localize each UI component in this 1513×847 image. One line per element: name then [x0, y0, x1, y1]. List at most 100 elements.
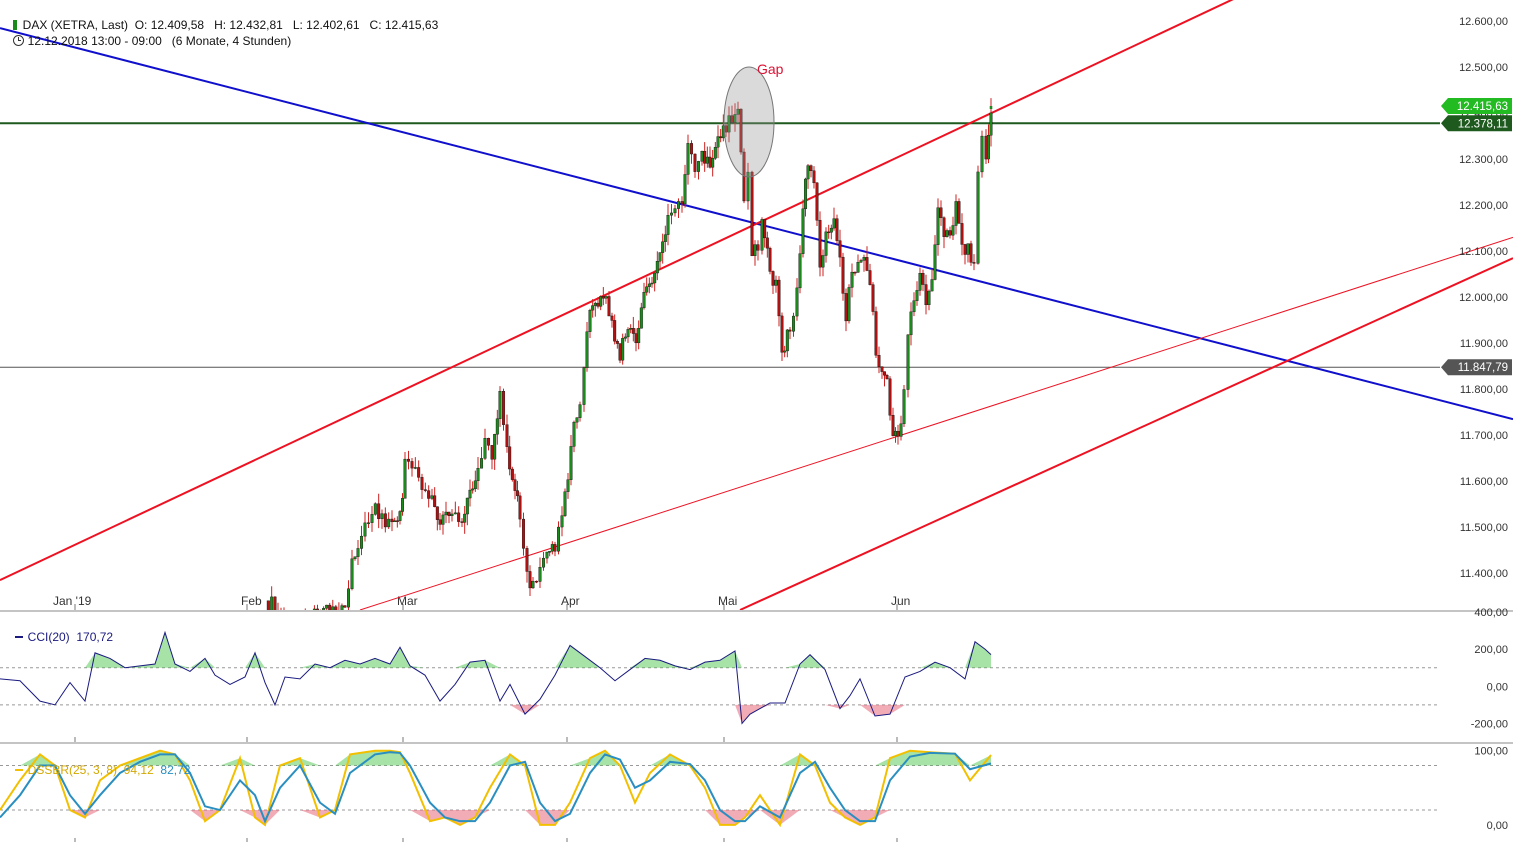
dss-tick-label: 0,00: [1487, 820, 1508, 832]
candle-body: [736, 108, 740, 115]
candle-body: [650, 282, 654, 285]
cci-tick-label: 400,00: [1474, 607, 1508, 619]
candle-body: [655, 261, 659, 274]
candle-body: [407, 458, 411, 462]
candle-body: [924, 284, 928, 306]
candle-body: [363, 522, 367, 537]
candle-body: [724, 125, 728, 133]
candle-body: [809, 165, 813, 171]
candle-body: [316, 608, 320, 610]
candle-body: [891, 415, 895, 436]
candle-body: [677, 201, 681, 209]
candle-body: [463, 513, 467, 523]
candle-body: [557, 526, 561, 552]
candle-body: [629, 328, 633, 330]
candle-body: [880, 366, 884, 372]
candle-body: [780, 315, 784, 353]
candle-body: [370, 514, 374, 523]
candle-body: [927, 290, 931, 306]
candle-body: [295, 624, 298, 632]
candle-body: [746, 171, 750, 202]
candle-body: [713, 147, 717, 159]
candle-body: [607, 296, 611, 317]
candle-body: [912, 300, 916, 313]
period-label: 12.12.2018 13:00 - 09:00 (6 Monate, 4 St…: [27, 34, 292, 48]
candle-body: [894, 430, 898, 436]
price-tags: 12.378,11 12.415,63 11.847,79: [1441, 98, 1512, 376]
price-tick-label: 12.300,00: [1459, 154, 1508, 166]
cci-tick-label: -200,00: [1471, 718, 1508, 730]
candle-body: [697, 161, 701, 172]
candle-body: [525, 548, 529, 572]
candle-body: [756, 244, 760, 251]
candle-body: [711, 158, 715, 168]
candle-body: [966, 243, 970, 255]
candle-body: [572, 421, 576, 447]
candle-body: [286, 619, 289, 622]
x-axis-label: Jan '19: [53, 594, 92, 608]
cci-overbought-fill: [0, 632, 991, 668]
candle-body: [460, 521, 464, 523]
candle-body: [865, 257, 869, 271]
thin-trend-line: [359, 236, 1513, 610]
candle-body: [498, 391, 502, 419]
price-tick-label: 12.200,00: [1459, 200, 1508, 212]
candle-body: [473, 480, 477, 490]
candle-body: [312, 608, 316, 610]
candle-body: [423, 489, 427, 491]
candle-body: [487, 438, 491, 446]
candle-body: [307, 615, 310, 621]
candle-body: [471, 488, 475, 491]
candle-body: [719, 136, 723, 139]
candle-body: [353, 556, 357, 560]
candle-body: [531, 580, 535, 589]
candle-body: [670, 212, 674, 216]
candle-body: [493, 434, 497, 460]
candle-body: [621, 338, 625, 361]
candle-body: [398, 511, 402, 521]
last-price-tag: 12.415,63: [1441, 98, 1512, 115]
dss-swatch: [14, 769, 23, 771]
candle-body: [410, 461, 414, 469]
candle-body: [792, 315, 796, 332]
cci-tick-label: 0,00: [1487, 681, 1508, 693]
cci-title: CCI(20): [27, 630, 70, 644]
candle-body: [936, 207, 940, 245]
candle-body: [505, 424, 509, 447]
cci-swatch: [14, 636, 23, 638]
candle-body: [550, 544, 554, 552]
candle-body: [631, 328, 635, 334]
candle-body: [325, 604, 329, 609]
candle-body: [683, 174, 687, 205]
candle-body: [850, 271, 854, 288]
candle-body: [871, 284, 875, 312]
candle-body: [599, 296, 603, 307]
candle-body: [634, 333, 638, 344]
gap-ellipse: [723, 66, 775, 178]
candle-body: [435, 506, 439, 520]
last-price-tag-shape: [1441, 98, 1512, 115]
candle-body: [877, 355, 881, 367]
dss-slow-line: [0, 751, 992, 824]
candle-body: [553, 544, 557, 552]
candle-body: [883, 371, 887, 376]
candle-body: [575, 417, 579, 423]
resistance-price-tag-shape: [1441, 115, 1512, 132]
candle-body: [468, 489, 472, 499]
candle-body: [788, 329, 792, 332]
price-tick-label: 12.000,00: [1459, 292, 1508, 304]
symbol-label: DAX (XETRA, Last): [22, 18, 129, 32]
candle-body: [835, 218, 839, 241]
dss-fast-value: 94,12: [123, 763, 154, 777]
candle-body: [623, 336, 627, 339]
candle-body: [516, 490, 520, 497]
price-tick-label: 11.900,00: [1460, 338, 1508, 350]
candle-body: [918, 273, 922, 291]
period-line: 12.12.2018 13:00 - 09:00 (6 Monate, 4 St…: [6, 20, 291, 48]
candle-body: [347, 588, 351, 608]
cci-oversold-fill: [0, 704, 991, 724]
candle-body: [690, 143, 694, 155]
candle-body: [862, 257, 866, 261]
